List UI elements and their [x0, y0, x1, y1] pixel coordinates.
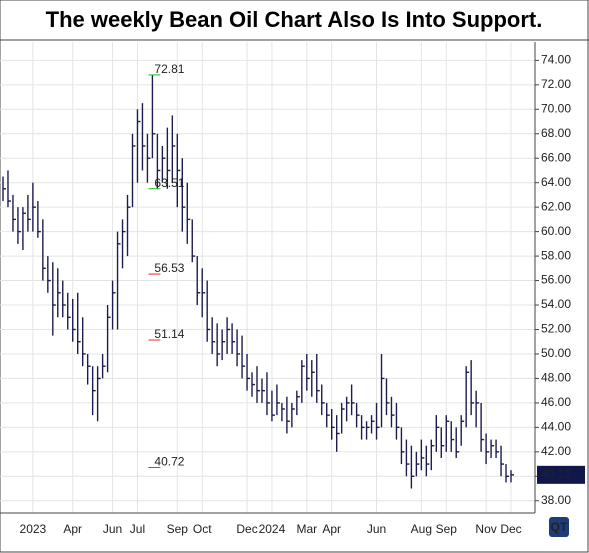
annotation-label: 63.51 [154, 176, 184, 190]
annotation-label: 56.53 [154, 261, 184, 275]
y-tick-label: 50.00 [541, 346, 571, 360]
y-tick-label: 72.00 [541, 77, 571, 91]
y-tick-label: 74.00 [541, 53, 571, 67]
x-tick-label: 2024 [259, 522, 286, 536]
y-tick-label: 64.00 [541, 175, 571, 189]
y-tick-label: 46.00 [541, 395, 571, 409]
annotation-label: 51.14 [154, 327, 184, 341]
x-tick-label: Apr [322, 522, 341, 536]
y-tick-label: 52.00 [541, 322, 571, 336]
logo: QT [551, 520, 568, 534]
y-tick-label: 44.00 [541, 420, 571, 434]
y-tick-label: 60.00 [541, 224, 571, 238]
x-tick-label: Jun [103, 522, 122, 536]
last-price-label: 40.12 [541, 467, 571, 481]
x-tick-label: Sep [167, 522, 189, 536]
logo-box [549, 517, 569, 537]
x-tick-label: 2023 [20, 522, 47, 536]
x-tick-label: Apr [63, 522, 82, 536]
x-tick-label: Mar [296, 522, 317, 536]
x-tick-label: Oct [193, 522, 212, 536]
y-tick-label: 54.00 [541, 297, 571, 311]
last-price-box [537, 465, 585, 484]
annotation-label: 72.81 [154, 62, 184, 76]
y-tick-label: 70.00 [541, 101, 571, 115]
y-tick-label: 66.00 [541, 150, 571, 164]
x-tick-label: Jul [130, 522, 145, 536]
x-tick-label: Nov [475, 522, 496, 536]
annotation-label: 40.72 [154, 455, 184, 469]
y-tick-label: 62.00 [541, 199, 571, 213]
y-tick-label: 42.00 [541, 444, 571, 458]
x-tick-label: Dec [236, 522, 257, 536]
y-tick-label: 48.00 [541, 371, 571, 385]
x-tick-label: Dec [500, 522, 521, 536]
x-tick-label: Aug [411, 522, 432, 536]
y-tick-label: 38.00 [541, 493, 571, 507]
x-tick-label: Sep [436, 522, 458, 536]
chart-title: The weekly Bean Oil Chart Also Is Into S… [46, 7, 543, 32]
y-tick-label: 58.00 [541, 248, 571, 262]
y-tick-label: 68.00 [541, 126, 571, 140]
x-tick-label: Jun [367, 522, 386, 536]
y-tick-label: 56.00 [541, 273, 571, 287]
